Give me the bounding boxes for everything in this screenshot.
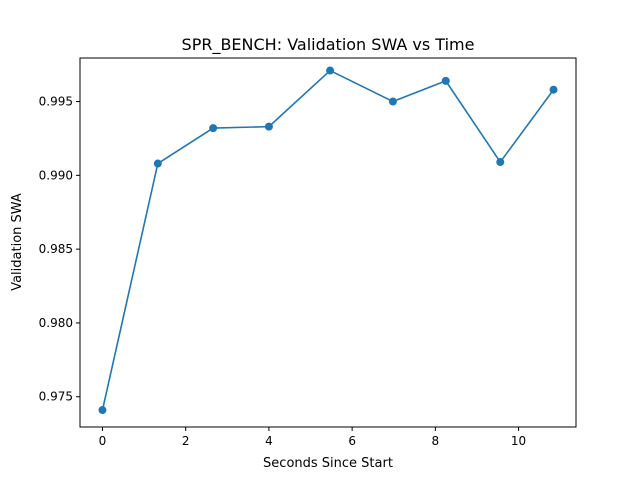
data-point (496, 158, 505, 167)
x-tick-label: 6 (348, 434, 356, 448)
y-tick-label: 0.975 (39, 390, 73, 404)
x-tick-label: 10 (511, 434, 526, 448)
data-point (388, 97, 397, 106)
y-tick-label: 0.990 (39, 168, 73, 182)
data-point (98, 406, 107, 415)
data-point (441, 76, 450, 85)
x-tick-label: 8 (432, 434, 440, 448)
x-axis-label: Seconds Since Start (263, 456, 393, 471)
data-point (153, 159, 162, 168)
data-point (209, 124, 218, 133)
y-axis-label: Validation SWA (10, 193, 25, 291)
x-tick-label: 2 (182, 434, 190, 448)
y-tick-label: 0.980 (39, 316, 73, 330)
chart-title: SPR_BENCH: Validation SWA vs Time (182, 35, 475, 55)
data-point (264, 122, 273, 131)
data-point (549, 85, 558, 94)
x-tick-label: 4 (265, 434, 273, 448)
y-tick-label: 0.995 (39, 95, 73, 109)
axes-frame (79, 57, 577, 428)
data-point (326, 66, 335, 75)
plot-area: 0 2 4 6 8 10 0.975 0.980 0.985 0.990 0.995 (39, 57, 577, 448)
x-tick-label: 0 (99, 434, 107, 448)
y-tick-label: 0.985 (39, 242, 73, 256)
